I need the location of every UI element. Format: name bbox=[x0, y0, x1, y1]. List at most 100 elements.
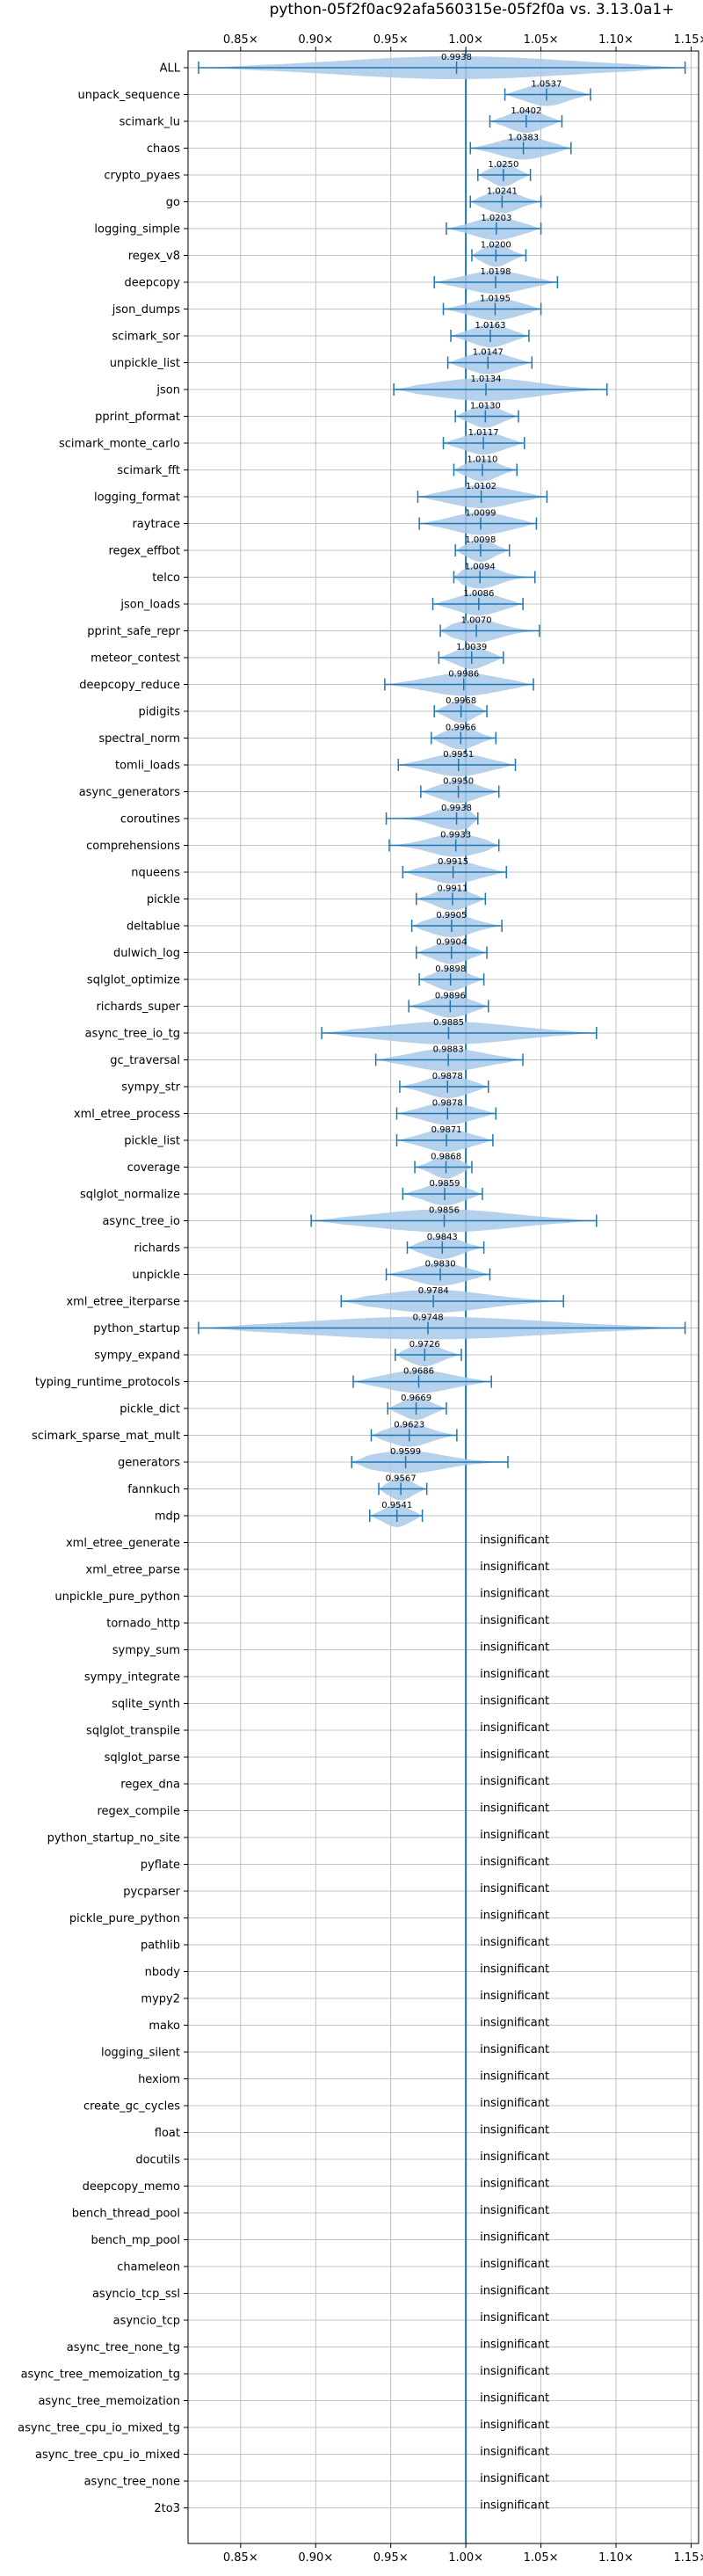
value-label: 1.0198 bbox=[480, 267, 511, 277]
category-label: async_tree_none bbox=[84, 2476, 180, 2489]
insignificant-label: insignificant bbox=[480, 2446, 549, 2459]
insignificant-label: insignificant bbox=[480, 2070, 549, 2084]
category-label: sqlglot_optimize bbox=[87, 974, 180, 987]
value-label: 0.9968 bbox=[446, 696, 476, 706]
x-tick-label-top: 0.85× bbox=[223, 33, 258, 47]
category-label: unpickle_list bbox=[110, 357, 180, 370]
category-label: sympy_expand bbox=[94, 1350, 180, 1363]
insignificant-label: insignificant bbox=[480, 1990, 549, 2003]
value-label: 0.9878 bbox=[432, 1072, 463, 1081]
value-label: 0.9911 bbox=[437, 884, 467, 894]
category-label: pidigits bbox=[139, 706, 181, 719]
category-label: fannkuch bbox=[127, 1483, 180, 1496]
x-tick-label-bottom: 1.00× bbox=[448, 2551, 483, 2565]
value-label: 0.9938 bbox=[441, 53, 472, 62]
value-label: 0.9859 bbox=[430, 1179, 460, 1189]
value-label: 0.9905 bbox=[436, 911, 467, 921]
insignificant-label: insignificant bbox=[480, 2178, 549, 2191]
category-label: unpickle_pure_python bbox=[54, 1590, 180, 1604]
insignificant-label: insignificant bbox=[480, 1775, 549, 1788]
value-label: 0.9830 bbox=[425, 1260, 456, 1270]
insignificant-label: insignificant bbox=[480, 2285, 549, 2298]
value-label: 1.0241 bbox=[487, 187, 518, 197]
category-label: float bbox=[155, 2127, 180, 2140]
insignificant-label: insignificant bbox=[480, 1614, 549, 1627]
value-label: 0.9567 bbox=[386, 1474, 417, 1484]
value-label: 0.9898 bbox=[435, 964, 466, 974]
category-label: logging_silent bbox=[101, 2047, 180, 2060]
x-tick-label-top: 0.95× bbox=[373, 33, 409, 47]
value-label: 1.0070 bbox=[461, 616, 492, 626]
value-label: 1.0250 bbox=[488, 160, 518, 170]
category-label: sqlglot_transpile bbox=[86, 1725, 180, 1738]
value-label: 0.9878 bbox=[432, 1099, 463, 1109]
insignificant-label: insignificant bbox=[480, 2043, 549, 2056]
value-label: 1.0086 bbox=[463, 589, 494, 599]
category-label: async_tree_cpu_io_mixed bbox=[35, 2449, 180, 2462]
category-label: deltablue bbox=[127, 921, 180, 934]
category-label: spectral_norm bbox=[98, 732, 180, 746]
value-label: 0.9541 bbox=[381, 1501, 412, 1510]
category-label: json_dumps bbox=[112, 303, 180, 317]
category-label: asyncio_tcp bbox=[113, 2315, 180, 2328]
category-label: go bbox=[166, 196, 180, 209]
plot-frame bbox=[187, 50, 699, 2544]
category-label: xml_etree_generate bbox=[66, 1537, 180, 1550]
category-label: logging_format bbox=[94, 491, 180, 505]
category-label: pycparser bbox=[123, 1886, 180, 1899]
insignificant-label: insignificant bbox=[480, 1963, 549, 1976]
x-tick-label-bottom: 0.85× bbox=[223, 2551, 258, 2565]
category-label: regex_effbot bbox=[108, 545, 180, 558]
category-label: regex_dna bbox=[120, 1779, 180, 1792]
x-tick-label-top: 0.90× bbox=[298, 33, 333, 47]
category-label: sympy_integrate bbox=[84, 1671, 180, 1685]
value-label: 0.9885 bbox=[433, 1018, 464, 1028]
value-label: 1.0163 bbox=[475, 321, 505, 331]
category-label: unpickle bbox=[132, 1269, 180, 1282]
category-label: scimark_sparse_mat_mult bbox=[32, 1430, 180, 1443]
insignificant-label: insignificant bbox=[480, 2365, 549, 2378]
category-label: scimark_lu bbox=[120, 116, 180, 129]
insignificant-label: insignificant bbox=[480, 2500, 549, 2513]
insignificant-label: insignificant bbox=[480, 1668, 549, 1681]
category-label: deepcopy bbox=[124, 277, 180, 290]
category-label: scimark_sor bbox=[112, 331, 180, 344]
category-label: create_gc_cycles bbox=[83, 2100, 180, 2114]
insignificant-label: insignificant bbox=[480, 2419, 549, 2432]
category-label: unpack_sequence bbox=[77, 89, 180, 102]
insignificant-label: insignificant bbox=[480, 1561, 549, 1574]
insignificant-label: insignificant bbox=[480, 2124, 549, 2137]
value-label: 0.9871 bbox=[431, 1125, 462, 1135]
category-label: sqlglot_parse bbox=[105, 1751, 180, 1765]
chart-title: python-05f2f0ac92afa560315e-05f2f0a vs. … bbox=[270, 1, 675, 18]
category-label: generators bbox=[118, 1457, 180, 1470]
value-label: 0.9904 bbox=[436, 938, 467, 948]
category-label: pathlib bbox=[141, 1939, 180, 1953]
category-label: telco bbox=[152, 571, 180, 585]
category-label: sympy_sum bbox=[112, 1644, 180, 1657]
value-label: 1.0098 bbox=[465, 535, 496, 545]
value-label: 0.9748 bbox=[413, 1313, 444, 1323]
category-label: deepcopy_reduce bbox=[79, 679, 180, 692]
value-label: 1.0130 bbox=[470, 402, 501, 411]
category-label: hexiom bbox=[138, 2073, 180, 2086]
insignificant-label: insignificant bbox=[480, 1802, 549, 1816]
category-label: logging_simple bbox=[94, 223, 180, 236]
insignificant-label: insignificant bbox=[480, 2150, 549, 2164]
category-label: deepcopy_memo bbox=[83, 2180, 180, 2194]
category-label: python_startup bbox=[93, 1322, 180, 1335]
insignificant-label: insignificant bbox=[480, 1749, 549, 1762]
category-label: async_tree_memoization_tg bbox=[21, 2369, 180, 2382]
insignificant-label: insignificant bbox=[480, 1534, 549, 1547]
value-label: 1.0134 bbox=[471, 375, 502, 384]
category-label: sqlglot_normalize bbox=[80, 1189, 180, 1202]
category-label: bench_mp_pool bbox=[91, 2234, 180, 2247]
category-label: mypy2 bbox=[141, 1993, 180, 2006]
value-label: 0.9856 bbox=[429, 1206, 460, 1216]
insignificant-label: insignificant bbox=[480, 2017, 549, 2030]
insignificant-label: insignificant bbox=[480, 1641, 549, 1655]
category-label: crypto_pyaes bbox=[104, 170, 180, 183]
category-label: scimark_monte_carlo bbox=[59, 438, 180, 451]
value-label: 0.9883 bbox=[433, 1045, 464, 1055]
category-label: ALL bbox=[160, 62, 181, 76]
